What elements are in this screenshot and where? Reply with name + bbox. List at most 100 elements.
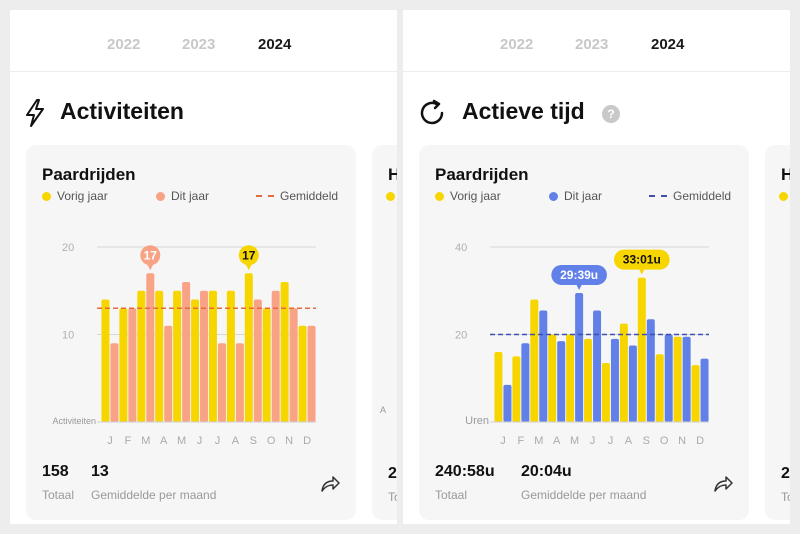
y-tick-label: 20 (455, 330, 467, 342)
next-card-peek[interactable]: H A 2 To (372, 145, 397, 520)
year-tabs: 2022 2023 2024 (97, 36, 397, 56)
tab-year-2023[interactable]: 2023 (575, 36, 609, 53)
header-divider (10, 71, 397, 72)
x-tick-label: M (570, 435, 579, 445)
total-label: Totaal (435, 488, 468, 502)
bar-previous-year (173, 290, 182, 422)
bar-previous-year (101, 299, 110, 422)
bar-current-year (146, 273, 155, 422)
x-tick-label: J (215, 435, 221, 445)
legend-dot-icon (549, 191, 558, 201)
callout-bubble (238, 245, 259, 266)
x-tick-label: J (608, 435, 614, 445)
tab-year-2024[interactable]: 2024 (258, 36, 292, 53)
x-tick-label: A (232, 435, 240, 445)
activities-screen: 2022 2023 2024 Activiteiten Paardrijden … (10, 10, 397, 524)
x-tick-label: J (197, 435, 203, 445)
help-icon[interactable]: ? (602, 105, 620, 123)
bar-previous-year (673, 336, 682, 422)
callout-bubble (613, 249, 670, 270)
bar-current-year (307, 325, 316, 422)
legend-label: Gemiddeld (673, 189, 732, 203)
x-tick-label: J (500, 435, 506, 445)
next-card-peek[interactable]: H 2 To (765, 145, 790, 520)
bar-previous-year (655, 354, 664, 422)
bar-previous-year (244, 273, 253, 422)
bar-previous-year (548, 334, 557, 422)
tab-year-2024[interactable]: 2024 (651, 36, 685, 53)
header-divider (403, 71, 790, 72)
total-value: 240:58u (435, 463, 495, 480)
average-value: 20:04u (521, 463, 572, 480)
activity-chart-card: Paardrijden Vorig jaar Dit jaar Gemiddel… (26, 145, 356, 520)
x-tick-label: M (534, 435, 543, 445)
average-label: Gemiddelde per maand (91, 488, 217, 502)
tab-year-2022[interactable]: 2022 (107, 36, 141, 53)
bar-previous-year (280, 282, 289, 422)
average-value: 13 (91, 463, 109, 480)
x-tick-label: J (590, 435, 596, 445)
x-tick-label: O (660, 435, 669, 445)
bar-previous-year (566, 334, 575, 422)
x-tick-label: A (625, 435, 633, 445)
tab-year-2023[interactable]: 2023 (182, 36, 216, 53)
bar-current-year (182, 282, 191, 422)
bar-previous-year (584, 338, 593, 422)
bar-previous-year (691, 365, 700, 422)
data-label: 29:39u (560, 268, 598, 282)
x-tick-label: S (643, 435, 650, 445)
chart-legend: Vorig jaar Dit jaar Gemiddeld (435, 189, 739, 205)
y-tick-label: 10 (62, 330, 74, 342)
bar-current-year (289, 308, 298, 422)
tab-year-2022[interactable]: 2022 (500, 36, 534, 53)
data-label: 17 (242, 248, 256, 262)
year-tabs: 2022 2023 2024 (490, 36, 790, 56)
bar-current-year (557, 341, 566, 422)
y-tick-label: 40 (455, 242, 467, 254)
data-label: 33:01u (623, 253, 661, 267)
data-label-callout: 29:39u (551, 264, 607, 290)
legend-dot-icon (156, 191, 165, 201)
legend-current-year: Dit jaar (549, 189, 602, 203)
bar-previous-year (155, 290, 164, 422)
peek-total-label: To (388, 490, 397, 504)
bar-current-year (164, 325, 173, 422)
peek-total-value: 2 (388, 465, 397, 482)
bar-current-year (646, 319, 655, 422)
legend-label: Vorig jaar (450, 189, 501, 203)
share-icon[interactable] (712, 473, 734, 495)
bar-current-year (664, 334, 673, 422)
legend-average: Gemiddeld (256, 189, 338, 203)
bar-previous-year (298, 325, 307, 422)
section-title: Actieve tijd (462, 98, 585, 124)
bar-current-year (539, 310, 548, 422)
bar-current-year (110, 343, 119, 422)
total-value: 158 (42, 463, 69, 480)
bar-current-year (217, 343, 226, 422)
bar-current-year (271, 290, 280, 422)
x-tick-label: D (696, 435, 704, 445)
legend-label: Gemiddeld (280, 189, 339, 203)
x-tick-label: J (107, 435, 113, 445)
bar-previous-year (208, 290, 217, 422)
active-time-screen: 2022 2023 2024 Actieve tijd ? Paardrijde… (403, 10, 790, 524)
legend-dot-icon (779, 192, 788, 201)
bar-current-year (593, 310, 602, 422)
bar-current-year (575, 292, 584, 422)
bar-current-year (200, 290, 209, 422)
y-axis-label: Uren (465, 415, 489, 427)
share-icon[interactable] (319, 473, 341, 495)
x-tick-label: O (267, 435, 276, 445)
x-tick-label: S (250, 435, 257, 445)
y-axis-label: Activiteiten (52, 416, 96, 426)
legend-previous-year: Vorig jaar (435, 189, 501, 203)
bar-previous-year (191, 299, 200, 422)
bar-current-year (628, 345, 637, 422)
legend-label: Dit jaar (171, 189, 210, 203)
active-time-chart-card: Paardrijden Vorig jaar Dit jaar Gemiddel… (419, 145, 749, 520)
legend-label: Vorig jaar (57, 189, 108, 203)
y-tick-label: 20 (62, 242, 74, 254)
average-label: Gemiddelde per maand (521, 488, 647, 502)
